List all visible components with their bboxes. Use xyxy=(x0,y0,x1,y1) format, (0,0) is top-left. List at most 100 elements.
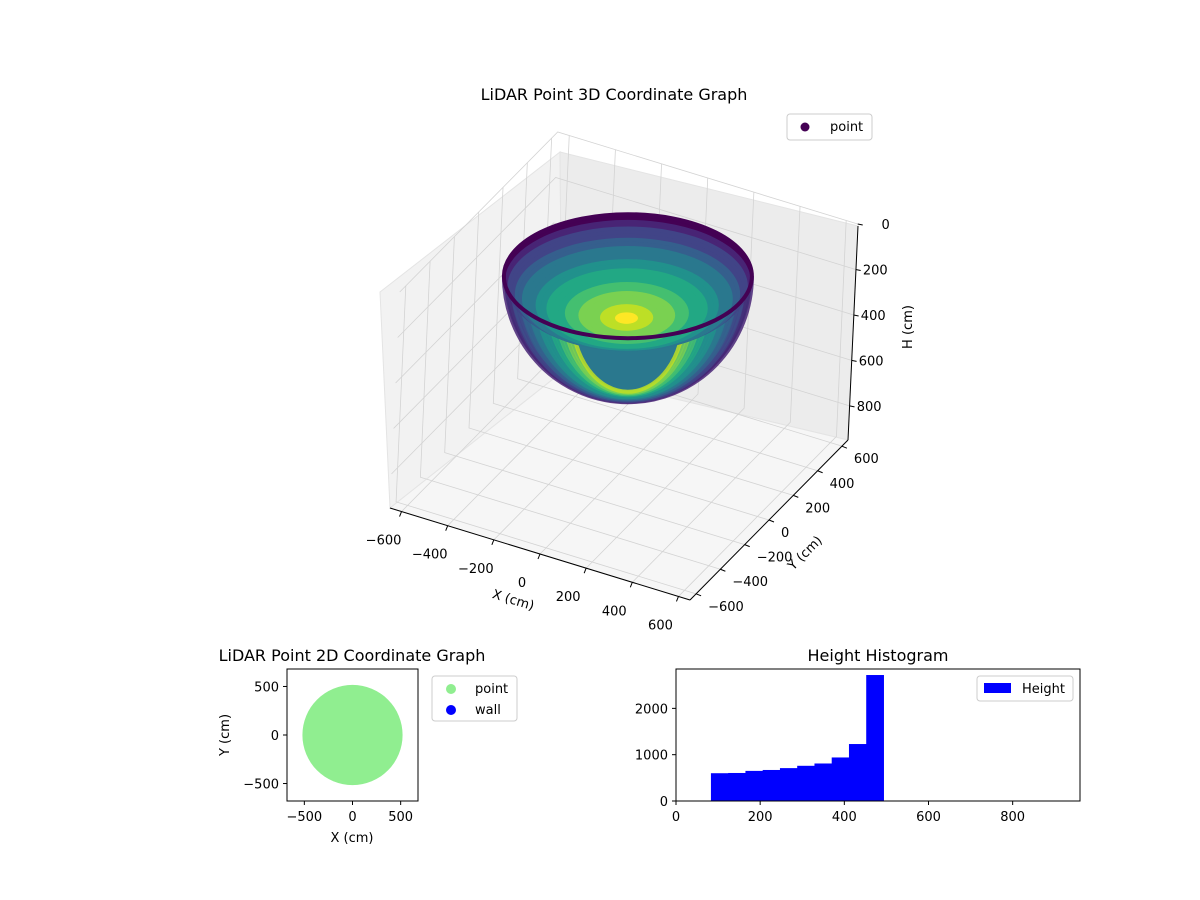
y-tick-3d xyxy=(744,544,750,548)
y-tick-label-2d: −500 xyxy=(243,778,279,793)
legend-3d-label: point xyxy=(830,120,863,135)
y-tick-label-histogram: 0 xyxy=(660,795,668,810)
x-tick-3d xyxy=(399,511,403,517)
x-tick-label-2d: 0 xyxy=(348,810,356,825)
y-tick-label-3d: −200 xyxy=(757,551,793,566)
z-tick-3d xyxy=(853,314,859,317)
histogram-title: Height Histogram xyxy=(808,646,949,665)
grid-line-y xyxy=(468,211,770,521)
grid-line-z xyxy=(399,131,858,293)
histogram-bar xyxy=(728,772,746,801)
y-tick-3d xyxy=(817,470,823,474)
legend-2d: point wall xyxy=(431,675,518,722)
y-tick-label-histogram: 1000 xyxy=(635,749,668,764)
grid-line-y xyxy=(444,236,745,545)
x-tick-3d xyxy=(629,582,633,588)
y-tick-3d xyxy=(793,494,799,498)
x-tick-label-3d: 0 xyxy=(518,576,526,591)
y-tick-label-3d: 200 xyxy=(805,501,830,516)
legend-2d-marker-point xyxy=(446,684,456,694)
x-tick-3d xyxy=(675,596,679,602)
grid-line-x xyxy=(632,206,801,583)
chart-2d: LiDAR Point 2D Coordinate Graph −500 0 500… xyxy=(218,646,518,846)
histogram-bar xyxy=(745,770,764,801)
grid-line-z xyxy=(397,177,856,338)
histogram-bar xyxy=(762,769,781,801)
z-tick-label-3d: 0 xyxy=(881,218,889,233)
y-tick-label-2d: 0 xyxy=(271,729,279,744)
y-tick-3d xyxy=(841,445,848,449)
z-axis-line xyxy=(847,225,859,441)
x-tick-label-histogram: 600 xyxy=(916,810,941,825)
bowl-rim xyxy=(501,212,754,341)
histogram-bar xyxy=(814,763,833,801)
x-tick-label-3d: 400 xyxy=(602,604,627,619)
x-tick-label-2d: 500 xyxy=(388,810,413,825)
x-tick-label-3d: 200 xyxy=(556,590,581,605)
y-tick-label-3d: 0 xyxy=(781,526,789,541)
ticks-3d: −600−400−2000200400600−600−400−200020040… xyxy=(366,218,890,633)
point-cloud-bowl xyxy=(501,212,754,405)
z-tick-label-3d: 200 xyxy=(863,263,888,278)
legend-2d-marker-wall xyxy=(446,705,456,715)
y-axis-label-2d: Y (cm) xyxy=(218,714,233,757)
x-axis-label-3d: X (cm) xyxy=(490,587,536,614)
legend-3d-frame xyxy=(786,113,873,141)
z-tick-3d xyxy=(851,359,857,362)
x-tick-label-3d: 600 xyxy=(648,618,673,633)
z-axis-label-3d: H (cm) xyxy=(901,305,916,349)
chart-2d-title: LiDAR Point 2D Coordinate Graph xyxy=(219,646,486,665)
chart-3d: LiDAR Point 3D Coordinate Graph −600 −400… xyxy=(366,85,916,633)
x-tick-3d xyxy=(583,567,587,574)
legend-histogram-frame xyxy=(976,675,1074,702)
legend-3d: point xyxy=(786,113,873,141)
z-tick-label-3d: 400 xyxy=(861,309,886,324)
histogram-bar xyxy=(866,675,884,801)
z-tick-3d xyxy=(849,405,855,408)
x-tick-label-3d: −200 xyxy=(458,562,494,577)
legend-3d-marker xyxy=(800,122,810,132)
grid-line-x xyxy=(678,220,847,597)
chart-histogram: Height Histogram 0 200 400 600 800010002000 … xyxy=(635,646,1081,825)
ticks-histogram: 0 200 400 600 800 0 1000 2000 xyxy=(635,702,1025,825)
z-tick-3d xyxy=(855,268,861,271)
legend-2d-label-point: point xyxy=(475,682,508,697)
histogram-bar xyxy=(797,765,815,801)
histogram-bar xyxy=(710,773,729,801)
x-tick-label-histogram: 200 xyxy=(748,810,773,825)
point-cloud-disk xyxy=(302,684,403,786)
y-tick-3d xyxy=(720,568,726,572)
x-tick-3d xyxy=(537,553,541,560)
x-tick-label-2d: −500 xyxy=(286,810,322,825)
x-tick-label-histogram: 800 xyxy=(1000,810,1025,825)
grid-line-y xyxy=(419,261,721,570)
chart-3d-title: LiDAR Point 3D Coordinate Graph xyxy=(481,85,748,104)
histogram-bar xyxy=(848,744,867,801)
grid-line-y xyxy=(492,187,794,496)
ticks-2d: −500 0 500 500 0 −500 xyxy=(243,680,413,825)
histogram-bar xyxy=(831,757,850,801)
x-tick-label-3d: −400 xyxy=(412,548,448,563)
legend-2d-label-wall: wall xyxy=(475,703,501,718)
legend-histogram: Height xyxy=(976,675,1074,702)
y-tick-3d xyxy=(695,593,702,597)
x-axis-label-2d: X (cm) xyxy=(331,831,374,846)
y-tick-label-3d: −400 xyxy=(732,575,768,590)
grid-line-y xyxy=(517,162,818,472)
x-tick-3d xyxy=(445,525,449,531)
y-tick-label-2d: 500 xyxy=(254,680,279,695)
y-tick-label-histogram: 2000 xyxy=(635,702,668,717)
y-tick-3d xyxy=(768,519,775,523)
grid-line-y xyxy=(395,285,697,595)
histogram-bars xyxy=(710,675,884,801)
z-tick-3d xyxy=(857,223,863,226)
legend-histogram-label: Height xyxy=(1022,682,1065,697)
y-tick-label-3d: 400 xyxy=(830,477,855,492)
plot-frame-histogram xyxy=(675,668,1081,802)
bowl-outer-band xyxy=(570,316,686,394)
y-tick-label-3d: −600 xyxy=(708,600,744,615)
z-tick-label-3d: 800 xyxy=(857,400,882,415)
y-tick-label-3d: 600 xyxy=(854,452,879,467)
z-tick-label-3d: 600 xyxy=(859,354,884,369)
